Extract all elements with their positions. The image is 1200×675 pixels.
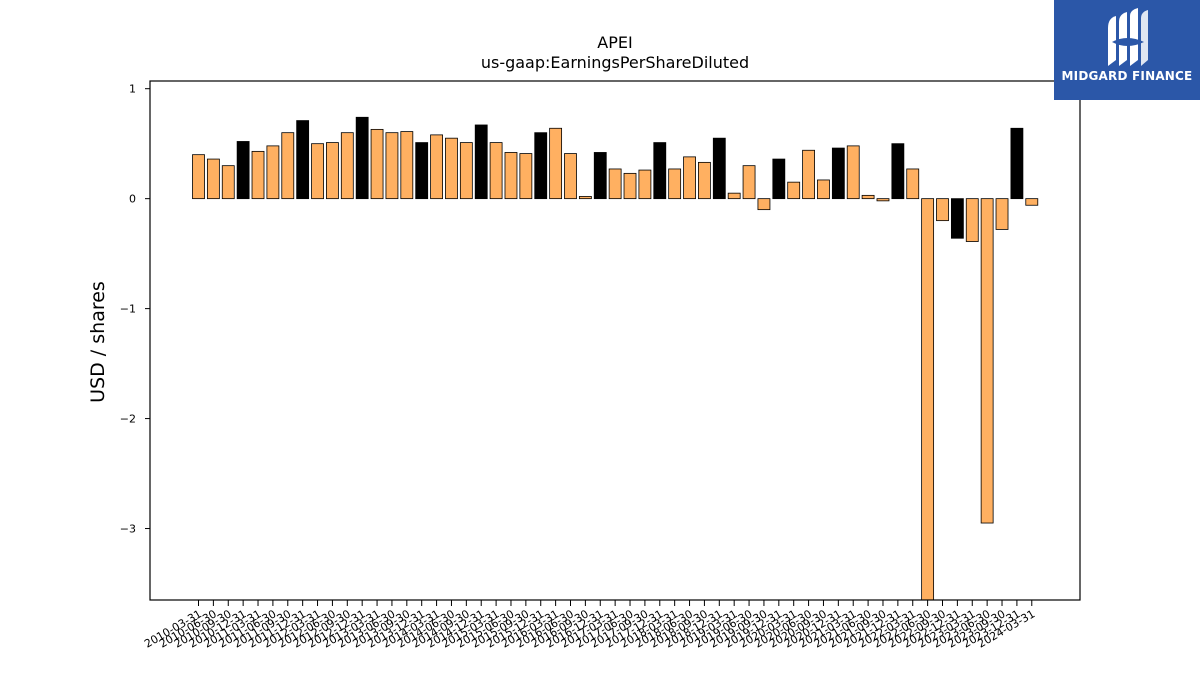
bar-2017-03-31 [608,168,622,200]
y-axis-label: USD / shares [87,281,109,403]
chart-subtitle: us-gaap:EarningsPerShareDiluted [481,53,749,72]
y-tick-label: −2 [120,413,136,426]
bar-2022-09-30 [936,198,949,222]
bar-2010-09-30 [221,165,235,200]
bar-2021-12-31 [891,143,905,200]
bar-2010-03-31 [192,154,205,200]
bar-2016-03-31 [549,127,563,200]
bar-2023-12-31 [1010,127,1024,200]
bar-2012-03-31 [311,143,324,200]
bar-2022-12-31 [950,198,964,239]
bar-2020-06-30 [802,149,815,200]
bar-2015-09-30 [519,153,533,200]
bar-2019-09-30 [757,198,771,211]
midgard-logo-icon [1108,8,1148,66]
bar-2020-12-31 [831,147,845,200]
bar-2013-06-30 [385,132,399,200]
bar-2013-12-31 [415,142,429,200]
bar-2011-03-31 [251,150,265,200]
bar-2011-12-31 [296,120,310,200]
bar-2013-09-30 [400,131,414,200]
bars-group [192,116,1039,601]
y-tick-label: −1 [120,303,136,316]
brand-name: MIDGARD FINANCE [1061,69,1193,83]
bar-2017-12-31 [653,142,667,200]
bar-2023-09-30 [995,198,1009,230]
y-tick-label: 1 [129,83,136,96]
bar-2019-12-31 [772,158,786,200]
bar-2021-09-30 [876,198,890,202]
bar-2012-09-30 [340,132,354,200]
bar-2019-03-31 [727,192,741,200]
chart-title: APEI [597,33,632,52]
bar-2022-06-30 [921,198,935,601]
bar-2016-12-31 [593,152,607,200]
bar-2017-06-30 [623,172,637,200]
bar-2024-03-31 [1025,198,1039,206]
bar-2011-06-30 [266,145,280,200]
bar-2016-09-30 [578,196,592,200]
y-ticks-group: 1 0 −1 −2 −3 [120,83,150,536]
bar-2017-09-30 [638,169,652,200]
bar-2014-09-30 [459,142,473,200]
bar-2020-09-30 [817,179,830,200]
bar-2010-06-30 [206,158,220,200]
bar-2018-12-31 [712,137,726,200]
bar-2018-09-30 [698,161,711,200]
brand-logo: MIDGARD FINANCE [1054,0,1200,100]
bar-2011-09-30 [281,132,295,200]
bar-2020-03-31 [787,181,801,200]
plot-frame [149,80,1081,601]
bar-2010-12-31 [236,141,250,200]
x-ticks-group: 2010-03-312010-06-302010-09-302010-12-31… [142,600,1037,651]
bar-2016-06-30 [564,153,577,200]
bar-2012-06-30 [326,142,339,200]
bar-2015-03-31 [489,142,503,200]
bar-2021-06-30 [861,194,875,200]
bar-2018-06-30 [683,156,696,200]
bar-2019-06-30 [742,165,756,200]
bar-2012-12-31 [355,116,369,200]
bar-2014-12-31 [474,124,488,200]
bar-2023-06-30 [980,198,994,524]
bar-2021-03-31 [846,145,860,200]
bar-2014-03-31 [430,134,443,200]
bar-2014-06-30 [445,137,458,200]
bar-2022-03-31 [906,168,920,200]
bar-2018-03-31 [668,168,682,200]
bar-2015-12-31 [534,132,548,200]
bar-2013-03-31 [370,128,384,200]
bar-2023-03-31 [965,198,979,242]
bar-2015-06-30 [504,152,518,200]
y-tick-label: 0 [129,193,136,206]
y-tick-label: −3 [120,523,136,536]
